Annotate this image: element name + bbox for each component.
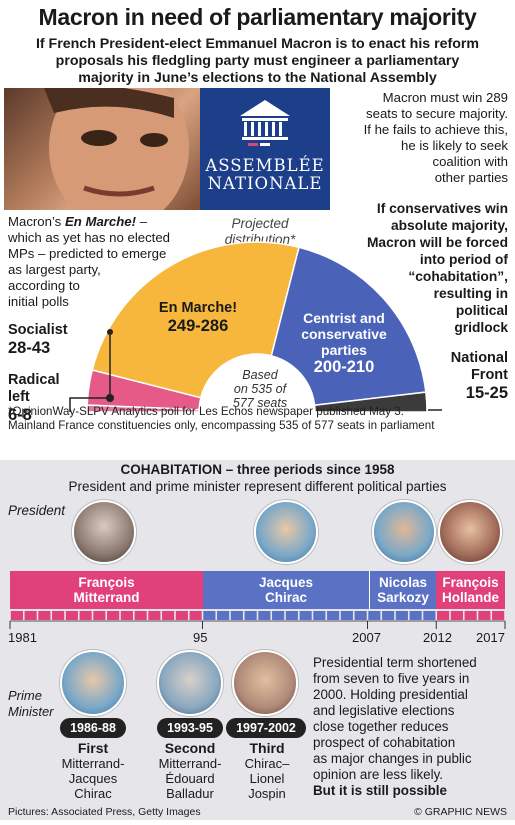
photo-credits: Pictures: Associated Press, Getty Images: [8, 806, 201, 818]
timeline-year-2007: [368, 611, 381, 620]
timeline-year-1998: [244, 611, 257, 620]
term-paragraph: Presidential term shortened from seven t…: [313, 655, 477, 798]
timeline-year-2015: [478, 611, 491, 620]
slice-en-marche: [91, 241, 300, 399]
chirac-portrait: [254, 500, 318, 564]
period-3-years: 1997-2002: [226, 718, 306, 738]
timeline-year-2009: [395, 611, 408, 620]
timeline-year-1987: [93, 611, 106, 620]
timeline-year-1988: [107, 611, 120, 620]
timeline-year-1999: [258, 611, 271, 620]
prime-minister-label: Prime Minister: [8, 688, 54, 719]
seat-distribution-chart: [69, 241, 442, 413]
macron-photo: [4, 88, 204, 210]
year-2007: 2007: [352, 630, 381, 645]
timeline-year-2016: [492, 611, 505, 620]
assemblee-logo: ASSEMBLÉE NATIONALE: [200, 88, 330, 210]
timeline-year-1994: [189, 611, 202, 620]
cohabitation-warning: If conservatives win absolute majority, …: [366, 201, 508, 335]
national-front-label: National Front 15-25: [450, 350, 508, 402]
footnote: *OpinionWay-SLPV Analytics poll for Les …: [8, 405, 435, 432]
chirac-pm-portrait: [60, 650, 126, 716]
timeline-year-2003: [313, 611, 326, 620]
timeline-year-1984: [52, 611, 65, 620]
timeline: [9, 611, 506, 629]
en-marche-label: En Marche! 249-286: [158, 300, 238, 335]
timeline-year-1983: [38, 611, 51, 620]
cohabitation-subtitle: President and prime minister represent d…: [68, 479, 447, 494]
page-title: Macron in need of parliamentary majority: [38, 4, 477, 30]
timeline-year-1990: [134, 611, 147, 620]
year-2017: 2017: [476, 630, 505, 645]
timeline-year-2006: [354, 611, 367, 620]
timeline-year-1996: [217, 611, 230, 620]
period-1-text: First Mitterrand- Jacques Chirac: [61, 740, 125, 802]
timeline-year-2001: [285, 611, 298, 620]
slice-centrist-and-conservative-parties: [270, 246, 427, 407]
graphic-news-credit: © GRAPHIC NEWS: [414, 806, 507, 818]
period-2-text: Second Mitterrand- Édouard Balladur: [158, 740, 222, 802]
mitterrand-portrait: [72, 500, 136, 564]
timeline-year-2004: [327, 611, 340, 620]
socialist-label: Socialist 28-43: [8, 322, 68, 357]
timeline-year-2012: [437, 611, 450, 620]
timeline-year-1995: [203, 611, 216, 620]
jospin-portrait: [232, 650, 298, 716]
period-2-years: 1993-95: [157, 718, 223, 738]
president-bar-hollande: François Hollande: [436, 571, 505, 609]
year-2012: 2012: [423, 630, 452, 645]
radical-dot: [106, 394, 114, 402]
timeline-year-1992: [162, 611, 175, 620]
hollande-portrait: [438, 500, 502, 564]
timeline-year-1991: [148, 611, 161, 620]
timeline-year-2000: [272, 611, 285, 620]
timeline-year-1986: [79, 611, 92, 620]
slice-national-front: [313, 391, 428, 413]
timeline-year-2002: [299, 611, 312, 620]
timeline-year-1982: [24, 611, 37, 620]
cohabitation-title: COHABITATION – three periods since 1958: [120, 462, 395, 477]
year-1981: 1981: [8, 630, 37, 645]
year-95: 95: [193, 630, 208, 645]
en-marche-note: Macron’s En Marche! – which as yet has n…: [8, 214, 171, 309]
timeline-year-1985: [65, 611, 78, 620]
timeline-year-1981: [10, 611, 23, 620]
chart-center-label: Based on 535 of 577 seats: [232, 368, 288, 410]
radical-left-label: Radical left 6-8: [8, 372, 60, 424]
timeline-year-2014: [464, 611, 477, 620]
period-1-years: 1986-88: [60, 718, 126, 738]
timeline-year-1989: [120, 611, 133, 620]
timeline-year-1997: [230, 611, 243, 620]
period-3-text: Third Chirac– Lionel Jospin: [244, 740, 290, 802]
timeline-year-2011: [423, 611, 436, 620]
timeline-year-2013: [450, 611, 463, 620]
president-bar-sarkozy: Nicolas Sarkozy: [369, 571, 436, 609]
sarkozy-portrait: [372, 500, 436, 564]
president-bar-mitterrand: François Mitterrand: [10, 571, 203, 609]
president-label: President: [8, 503, 66, 518]
timeline-year-2008: [382, 611, 395, 620]
subtitle: If French President-elect Emmanuel Macro…: [35, 36, 480, 86]
majority-note: Macron must win 289 seats to secure majo…: [363, 90, 508, 185]
radical-leader-line: [69, 332, 111, 412]
president-bar-chirac: Jacques Chirac: [203, 571, 369, 609]
socialist-dot: [107, 329, 113, 335]
timeline-year-1993: [175, 611, 188, 620]
centrist-label: Centrist and conservative parties 200-21…: [301, 310, 387, 376]
timeline-year-2005: [340, 611, 353, 620]
timeline-year-2010: [409, 611, 422, 620]
balladur-portrait: [157, 650, 223, 716]
